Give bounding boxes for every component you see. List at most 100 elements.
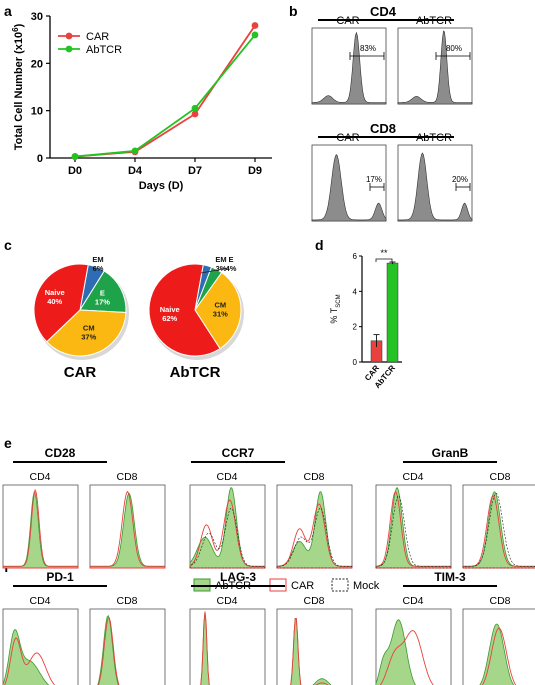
pie-label-name-e: E xyxy=(228,255,233,264)
histogram-line-car xyxy=(379,630,434,685)
marker-title-cd8: CD8 xyxy=(370,121,396,136)
histogram-frame xyxy=(397,144,473,222)
histogram-line-car xyxy=(481,627,517,685)
pie-slice-cm xyxy=(194,271,242,350)
gate-percent: 80% xyxy=(446,44,462,53)
histogram-label-cd8: CD8 xyxy=(116,595,137,607)
marker-title-cd4: CD4 xyxy=(370,4,397,19)
gate-percent: 20% xyxy=(452,175,468,184)
histogram-label-cd8: CD8 xyxy=(116,471,137,483)
histogram-frame xyxy=(375,484,452,569)
panel-label-e: e xyxy=(4,435,12,451)
histogram-label-car: CAR xyxy=(336,132,359,144)
histogram-label-cd4: CD4 xyxy=(402,595,423,607)
gate-percent: 83% xyxy=(360,44,376,53)
legend-swatch-mock xyxy=(331,578,349,592)
pie-label-value-e: 17% xyxy=(95,297,110,306)
pie-label-name-e: E xyxy=(100,288,105,297)
legend-label-car: CAR xyxy=(291,580,314,592)
histogram-frame xyxy=(397,27,473,105)
histogram-line-mock xyxy=(276,507,353,569)
x-tick-label: D0 xyxy=(68,165,82,177)
histogram-fill-abtcr xyxy=(375,619,416,685)
pie-label-name-cm: CM xyxy=(214,301,226,310)
marker-title-ccr7: CCR7 xyxy=(222,446,255,460)
histogram-fill-abtcr xyxy=(97,614,119,685)
pie-label-name-cm: CM xyxy=(83,324,95,333)
x-tick-label: D7 xyxy=(188,165,202,177)
pie-label-name-naive: Naive xyxy=(160,305,180,314)
histogram-fill xyxy=(311,153,387,222)
histogram-line-car xyxy=(2,488,79,569)
pie-title-abtcr: AbTCR xyxy=(170,364,221,381)
panel-label-d: d xyxy=(315,237,324,253)
histogram-label-abtcr: AbTCR xyxy=(416,15,452,27)
y-axis-label: % TSCM xyxy=(329,294,342,323)
data-point-car xyxy=(251,22,259,29)
histogram-line-car xyxy=(89,490,166,569)
histogram-line-mock xyxy=(375,495,452,569)
pie-slice-cm xyxy=(46,309,127,357)
pie-slice-naive xyxy=(148,263,221,357)
pie-slice-naive xyxy=(33,263,89,343)
pie-leader-line xyxy=(200,267,230,274)
data-point-abtcr xyxy=(191,104,199,112)
histogram-label-cd4: CD4 xyxy=(216,471,237,483)
x-tick-label: D9 xyxy=(248,165,262,177)
pie-label-value-cm: 37% xyxy=(81,333,96,342)
y-tick-label: 30 xyxy=(31,11,43,23)
pie-label-value-em: 3% xyxy=(216,264,227,273)
gate-percent: 17% xyxy=(366,175,382,184)
marker-title-lag-3: LAG-3 xyxy=(220,570,256,584)
pie-label-name-naive: Naive xyxy=(45,288,65,297)
histogram-line-car xyxy=(200,611,210,685)
histogram-label-abtcr: AbTCR xyxy=(416,132,452,144)
y-tick-label: 2 xyxy=(353,323,358,332)
histogram-label-cd4: CD4 xyxy=(402,471,423,483)
significance-label: ** xyxy=(380,248,388,258)
y-tick-label: 0 xyxy=(353,358,358,367)
y-tick-label: 0 xyxy=(37,153,43,165)
histogram-fill-abtcr xyxy=(290,618,332,685)
data-point-car xyxy=(191,110,199,118)
y-tick-label: 20 xyxy=(31,58,43,70)
y-tick-label: 6 xyxy=(353,252,358,261)
histogram-fill xyxy=(397,30,473,105)
legend-marker-car xyxy=(65,32,73,40)
marker-title-granb: GranB xyxy=(432,446,469,460)
data-point-abtcr xyxy=(71,153,79,160)
histogram-label-cd8: CD8 xyxy=(303,595,324,607)
panel-a-line-chart: 0 10 20 30 D0 D4 D7 D9 Days (D) Total Cell Number… xyxy=(11,11,272,192)
histogram-label-cd4: CD4 xyxy=(29,595,50,607)
histogram-label-cd8: CD8 xyxy=(489,471,510,483)
histogram-label-car: CAR xyxy=(336,15,359,27)
histogram-fill xyxy=(311,31,387,105)
histogram-fill xyxy=(397,152,473,222)
panel-b-histograms: CD4 CAR 83% AbTCR 80% CD8 CAR 17% AbTCR 20% xyxy=(311,4,473,222)
pie-label-value-cm: 31% xyxy=(213,310,228,319)
pie-label-value-e: 4% xyxy=(226,264,237,273)
x-axis-label: Days (D) xyxy=(139,180,184,192)
marker-title-cd28: CD28 xyxy=(45,446,76,460)
data-point-abtcr xyxy=(251,31,259,39)
histogram-label-cd8: CD8 xyxy=(489,595,510,607)
panel-label-a: a xyxy=(4,3,12,19)
pie-title-car: CAR xyxy=(64,364,97,381)
pie-label-value-naive: 62% xyxy=(162,314,177,323)
pie-slice-e xyxy=(79,270,127,314)
x-tick-label: D4 xyxy=(128,165,143,177)
histogram-label-cd8: CD8 xyxy=(303,471,324,483)
y-tick-label: 10 xyxy=(31,106,43,118)
histogram-line-mock xyxy=(462,492,535,569)
legend-label-mock: Mock xyxy=(353,580,380,592)
panel-label-b: b xyxy=(289,3,298,19)
panel-c-pie-charts: EM6%E17%CM37%Naive40%CAREM3%E4%CM31%Naiv… xyxy=(33,255,244,381)
pie-label-name-em: EM xyxy=(215,255,226,264)
pie-label-value-naive: 40% xyxy=(47,297,62,306)
series-line-abtcr xyxy=(74,34,256,158)
histogram-frame xyxy=(276,608,353,685)
